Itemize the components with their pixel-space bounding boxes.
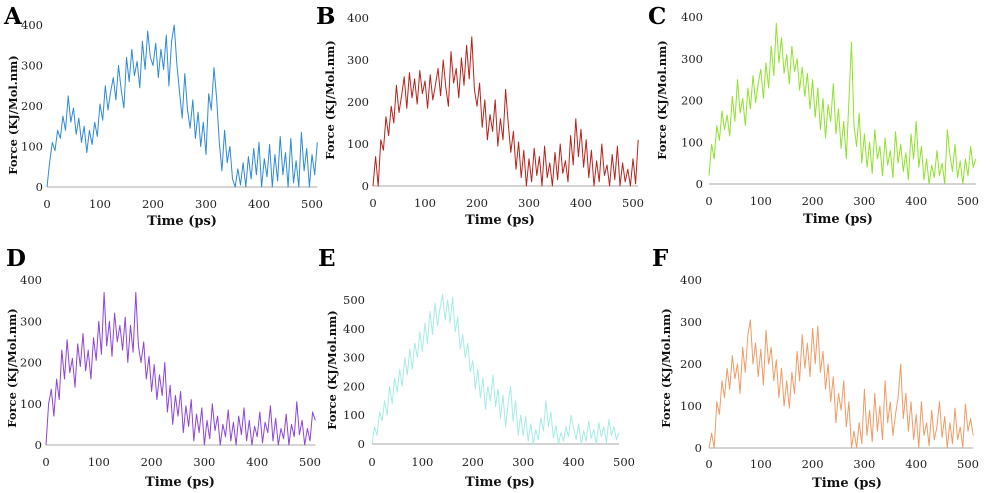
y-tick-label: 300 xyxy=(681,52,703,66)
x-tick-label: 300 xyxy=(195,197,217,211)
chart-panel-2: 0 100 200 300 400 0 100 200 300 400 500 B Force (KJ/… xyxy=(316,3,644,228)
y-axis-label: Force (KJ/Mol.nm) xyxy=(5,308,19,427)
force-series-line xyxy=(45,291,316,446)
y-tick-label: 0 xyxy=(696,177,703,191)
x-tick-label: 0 xyxy=(43,197,50,211)
chart-panel-4: 0 100 200 300 400 0 100 200 300 400 500 D Force (KJ/… xyxy=(5,245,321,490)
y-axis-label: Force (KJ/Mol.nm) xyxy=(659,308,673,427)
y-tick-label: 100 xyxy=(20,397,42,411)
x-tick-label: 400 xyxy=(248,197,270,211)
x-tick-label: 500 xyxy=(299,455,321,469)
panel-label: F xyxy=(652,245,669,272)
chart-panel-3: 0 100 200 300 400 0 100 200 300 400 500 C Force (KJ/… xyxy=(648,3,979,227)
y-tick-label: 100 xyxy=(21,140,43,154)
x-axis-label: Time (ps) xyxy=(812,476,882,491)
panel-label: D xyxy=(6,245,26,272)
panel-label: A xyxy=(3,3,23,30)
x-tick-label: 300 xyxy=(193,455,215,469)
y-tick-label: 300 xyxy=(21,59,43,73)
x-axis-label: Time (ps) xyxy=(803,212,873,227)
x-tick-label: 200 xyxy=(802,194,824,208)
y-tick-label: 100 xyxy=(680,399,702,413)
y-tick-label: 200 xyxy=(347,95,369,109)
x-tick-label: 300 xyxy=(518,196,540,210)
x-axis-label: Time (ps) xyxy=(465,213,535,228)
x-tick-label: 500 xyxy=(301,197,323,211)
x-tick-label: 200 xyxy=(466,196,488,210)
x-tick-label: 100 xyxy=(750,457,772,471)
force-series-line xyxy=(46,24,318,188)
x-tick-label: 0 xyxy=(42,455,49,469)
y-tick-label: 500 xyxy=(343,293,365,307)
x-tick-label: 500 xyxy=(613,455,635,469)
y-tick-label: 400 xyxy=(20,273,42,287)
y-axis-label: Force (KJ/Mol.nm) xyxy=(655,40,669,159)
x-tick-label: 400 xyxy=(905,194,927,208)
x-tick-label: 200 xyxy=(802,457,824,471)
y-tick-label: 300 xyxy=(680,315,702,329)
chart-panel-5: 0 100 200 300 400 500 0 100 200 300 400 500 E Force (… xyxy=(318,245,635,490)
panel-label: B xyxy=(316,3,335,30)
y-tick-label: 200 xyxy=(680,357,702,371)
x-tick-label: 200 xyxy=(141,455,163,469)
force-series-line xyxy=(708,22,977,185)
x-tick-label: 500 xyxy=(622,196,644,210)
x-tick-label: 200 xyxy=(142,197,164,211)
x-tick-label: 500 xyxy=(957,457,979,471)
y-tick-label: 200 xyxy=(343,379,365,393)
x-tick-label: 0 xyxy=(369,196,376,210)
force-series-line xyxy=(371,293,620,445)
y-tick-label: 400 xyxy=(343,322,365,336)
x-tick-label: 400 xyxy=(570,196,592,210)
y-tick-label: 300 xyxy=(343,351,365,365)
x-tick-label: 400 xyxy=(563,455,585,469)
y-tick-label: 0 xyxy=(695,441,702,455)
force-series-line xyxy=(708,319,974,449)
y-tick-label: 100 xyxy=(681,135,703,149)
x-tick-label: 100 xyxy=(414,196,436,210)
y-tick-label: 100 xyxy=(343,408,365,422)
x-tick-label: 200 xyxy=(462,455,484,469)
y-tick-label: 300 xyxy=(20,314,42,328)
x-tick-label: 300 xyxy=(853,457,875,471)
x-tick-label: 400 xyxy=(905,457,927,471)
y-tick-label: 0 xyxy=(362,179,369,193)
y-tick-label: 400 xyxy=(681,10,703,24)
y-tick-label: 400 xyxy=(347,11,369,25)
x-tick-label: 300 xyxy=(512,455,534,469)
y-tick-label: 200 xyxy=(20,356,42,370)
chart-panel-6: 0 100 200 300 400 0 100 200 300 400 500 F Force (KJ/… xyxy=(652,245,979,491)
panel-label: C xyxy=(648,3,666,30)
y-tick-label: 0 xyxy=(358,437,365,451)
x-axis-label: Time (ps) xyxy=(147,214,217,229)
x-tick-label: 0 xyxy=(705,194,712,208)
y-tick-label: 300 xyxy=(347,53,369,67)
y-tick-label: 200 xyxy=(21,99,43,113)
x-tick-label: 0 xyxy=(368,455,375,469)
force-series-line xyxy=(372,36,639,187)
y-tick-label: 400 xyxy=(21,18,43,32)
y-tick-label: 100 xyxy=(347,137,369,151)
x-tick-label: 100 xyxy=(411,455,433,469)
x-tick-label: 300 xyxy=(853,194,875,208)
chart-panel-1: 0 100 200 300 400 0 100 200 300 400 500 A Force (KJ/… xyxy=(3,3,323,229)
x-tick-label: 100 xyxy=(88,455,110,469)
x-tick-label: 400 xyxy=(246,455,268,469)
x-tick-label: 0 xyxy=(705,457,712,471)
x-tick-label: 100 xyxy=(750,194,772,208)
y-axis-label: Force (KJ/Mol.nm) xyxy=(6,55,20,174)
y-tick-label: 200 xyxy=(681,94,703,108)
y-axis-label: Force (KJ/Mol.nm) xyxy=(323,40,337,159)
x-tick-label: 100 xyxy=(89,197,111,211)
y-tick-label: 0 xyxy=(35,438,42,452)
panel-label: E xyxy=(318,245,336,272)
y-tick-label: 400 xyxy=(680,273,702,287)
y-tick-label: 0 xyxy=(36,180,43,194)
x-axis-label: Time (ps) xyxy=(465,475,535,490)
x-tick-label: 500 xyxy=(957,194,979,208)
y-axis-label: Force (KJ/Mol.nm) xyxy=(325,310,339,429)
x-axis-label: Time (ps) xyxy=(145,475,215,490)
